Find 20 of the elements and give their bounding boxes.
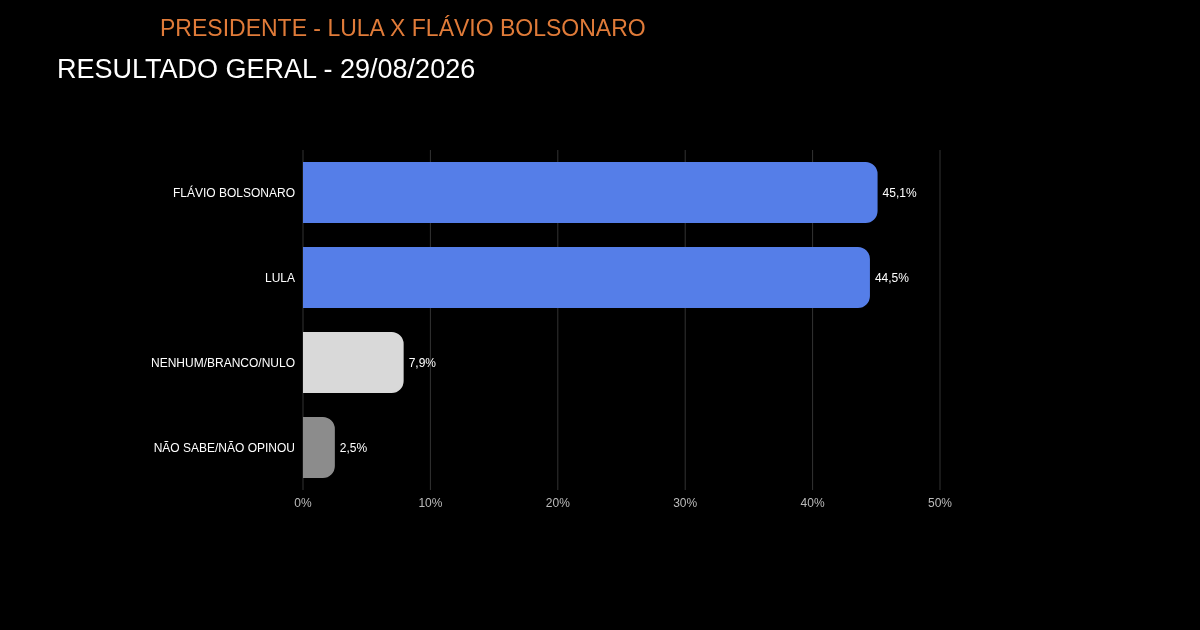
chart-title: PRESIDENTE - LULA X FLÁVIO BOLSONARO — [160, 15, 646, 42]
x-tick-label: 10% — [418, 495, 443, 510]
bar — [303, 246, 870, 308]
y-tick-label: LULA — [264, 270, 295, 285]
x-tick-label: 50% — [927, 495, 953, 510]
x-tick-label: 0% — [294, 495, 312, 510]
y-tick-label: FLÁVIO BOLSONARO — [172, 184, 295, 200]
data-label: 2,5% — [339, 440, 368, 455]
bar — [303, 331, 404, 393]
data-label: 7,9% — [408, 355, 437, 370]
bar — [303, 161, 878, 223]
x-tick-label: 30% — [673, 495, 698, 510]
y-tick-label: NÃO SABE/NÃO OPINOU — [153, 440, 295, 455]
y-tick-label: NENHUM/BRANCO/NULO — [150, 355, 295, 370]
data-label: 44,5% — [874, 270, 910, 285]
chart-subtitle: RESULTADO GERAL - 29/08/2026 — [57, 54, 476, 85]
bar — [303, 416, 335, 478]
x-tick-label: 20% — [545, 495, 571, 510]
data-label: 45,1% — [882, 185, 917, 200]
x-tick-label: 40% — [800, 495, 825, 510]
